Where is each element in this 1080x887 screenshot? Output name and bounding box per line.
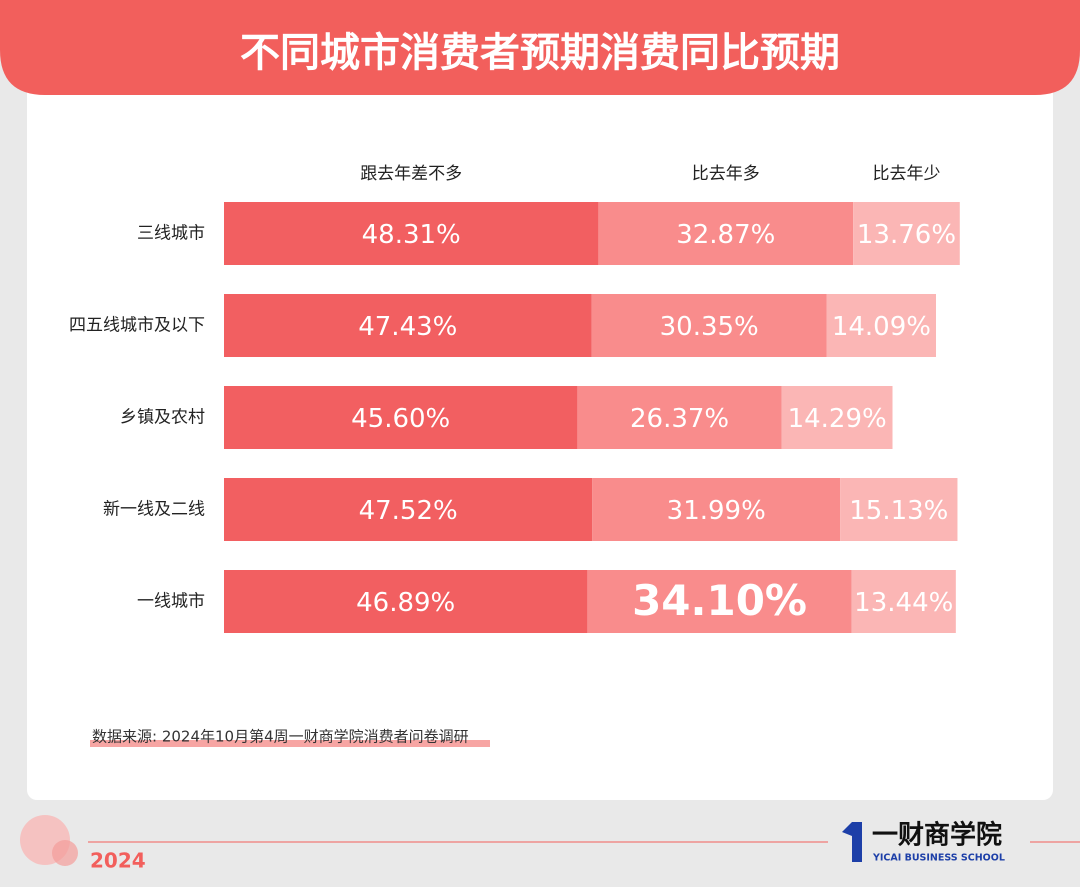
brand-en: YICAI BUSINESS SCHOOL (872, 853, 1005, 864)
category-label: 四五线城市及以下 (69, 316, 205, 336)
legend-label: 比去年多 (692, 164, 760, 184)
value-label: 34.10% (632, 576, 807, 625)
header (0, 0, 1080, 95)
bar-segment (224, 478, 593, 541)
year: 2024 (90, 849, 146, 873)
source: 数据来源: 2024年10月第4周一财商学院消费者问卷调研 (92, 728, 469, 746)
value-label: 48.31% (362, 220, 461, 250)
value-label: 32.87% (676, 220, 775, 250)
value-label: 13.76% (857, 220, 956, 250)
legend-label: 比去年少 (872, 164, 940, 184)
bar-segment (840, 478, 958, 541)
bar-segment (224, 570, 588, 633)
value-label: 13.44% (854, 588, 953, 618)
brand: 一财商学院 (872, 820, 1002, 851)
value-label: 15.13% (849, 496, 948, 526)
value-label: 30.35% (660, 312, 759, 342)
value-label: 46.89% (356, 588, 455, 618)
bar-segment (591, 294, 827, 357)
value-label: 26.37% (630, 404, 729, 434)
value-label: 31.99% (667, 496, 766, 526)
source-highlight (90, 740, 490, 747)
value-label: 45.60% (351, 404, 450, 434)
bar-segment (781, 386, 893, 449)
legend-label: 跟去年差不多 (360, 164, 462, 184)
value-label: 47.43% (358, 312, 457, 342)
bar-segment (587, 570, 852, 633)
logo-mark (842, 822, 862, 862)
category-label: 三线城市 (137, 224, 205, 244)
bar-segment (598, 202, 854, 265)
category-label: 乡镇及农村 (120, 408, 205, 428)
decor-circle (52, 840, 78, 866)
bar-segment (592, 478, 841, 541)
bar-segment (851, 570, 956, 633)
chart-title: 不同城市消费者预期消费同比预期 (240, 30, 840, 76)
category-label: 一线城市 (137, 592, 205, 612)
value-label: 14.09% (832, 312, 931, 342)
bar-segment (577, 386, 782, 449)
bar-segment (224, 202, 599, 265)
value-label: 14.29% (788, 404, 887, 434)
bar-segment (853, 202, 960, 265)
bar-segment (224, 294, 592, 357)
bar-segment (826, 294, 936, 357)
category-label: 新一线及二线 (103, 500, 205, 520)
value-label: 47.52% (359, 496, 458, 526)
bar-segment (224, 386, 578, 449)
